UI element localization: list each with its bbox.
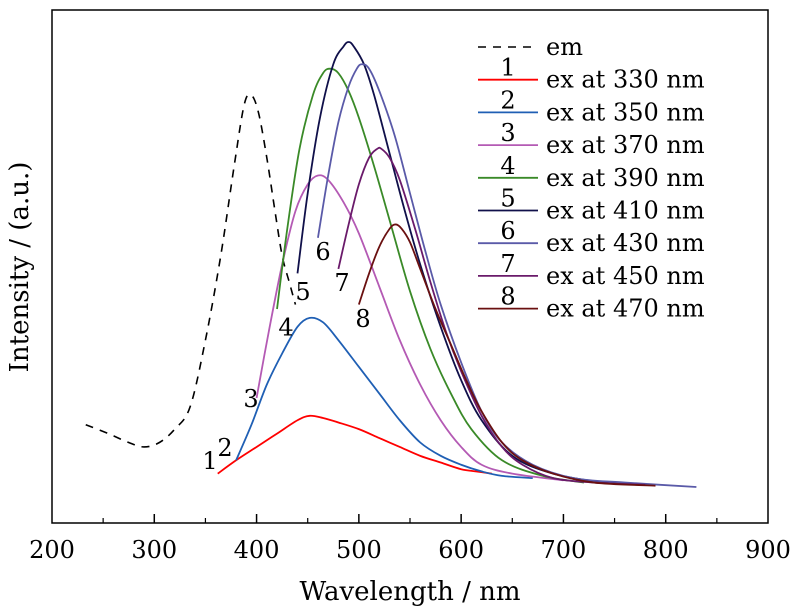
legend-label-em: em <box>546 33 583 61</box>
series-ex430-line <box>317 63 697 488</box>
x-axis-ticks: 200 300 400 500 600 700 800 900 <box>29 514 791 564</box>
legend: em 1 ex at 330 nm 2 ex at 350 nm 3 ex at 370 n… <box>478 33 705 323</box>
legend-marker-ex450: 7 <box>500 250 515 278</box>
series-ex390-line <box>276 67 585 484</box>
legend-marker-ex410: 5 <box>500 185 515 213</box>
legend-label-ex390: ex at 390 nm <box>546 164 705 192</box>
series-ex370-line <box>255 174 564 482</box>
x-tick-label-800: 800 <box>643 536 689 564</box>
x-axis-title: Wavelength / nm <box>299 577 520 607</box>
legend-marker-ex330: 1 <box>500 54 515 82</box>
series-ex350-line <box>235 316 533 479</box>
curve-number-1: 1 <box>202 447 217 475</box>
x-tick-label-300: 300 <box>131 536 177 564</box>
legend-marker-ex350: 2 <box>500 86 515 114</box>
series-ex330-line <box>217 414 492 475</box>
curve-number-2: 2 <box>217 434 232 462</box>
y-axis-title: Intensity / (a.u.) <box>5 162 35 373</box>
x-tick-label-600: 600 <box>438 536 484 564</box>
legend-marker-ex390: 4 <box>500 152 515 180</box>
legend-label-ex450: ex at 450 nm <box>546 262 705 290</box>
x-tick-label-500: 500 <box>336 536 382 564</box>
legend-label-ex330: ex at 330 nm <box>546 66 705 94</box>
curve-number-8: 8 <box>355 305 370 333</box>
curve-number-4: 4 <box>278 314 293 342</box>
series-ex470-line <box>358 223 656 487</box>
series-ex410-line <box>296 41 646 486</box>
x-tick-label-900: 900 <box>745 536 791 564</box>
legend-marker-ex430: 6 <box>500 217 515 245</box>
legend-label-ex370: ex at 370 nm <box>546 131 705 159</box>
legend-label-ex470: ex at 470 nm <box>546 295 705 323</box>
legend-marker-ex370: 3 <box>500 119 515 147</box>
legend-label-ex350: ex at 350 nm <box>546 98 705 126</box>
legend-label-ex430: ex at 430 nm <box>546 229 705 257</box>
series-ex450-line <box>337 146 646 486</box>
curve-number-7: 7 <box>334 269 349 297</box>
x-tick-label-700: 700 <box>541 536 587 564</box>
curve-number-5: 5 <box>295 278 310 306</box>
legend-label-ex410: ex at 410 nm <box>546 197 705 225</box>
series-em-line <box>85 93 297 448</box>
curve-number-3: 3 <box>243 385 258 413</box>
data-curves <box>85 41 697 488</box>
legend-marker-ex470: 8 <box>500 283 515 311</box>
curve-number-6: 6 <box>315 238 330 266</box>
x-tick-label-400: 400 <box>234 536 280 564</box>
x-tick-label-200: 200 <box>29 536 75 564</box>
